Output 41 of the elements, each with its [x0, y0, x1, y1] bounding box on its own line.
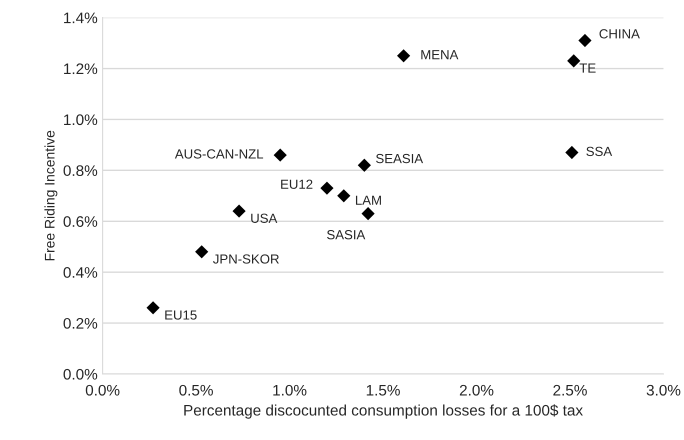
point	[397, 49, 410, 62]
annotation: SASIA	[327, 230, 366, 240]
x-tick-label: 0.0%	[86, 384, 120, 396]
x-axis-title: Percentage discocunted consumption losses for a 100$ tax	[184, 404, 583, 419]
y-tick-label: 0.0%	[64, 368, 98, 380]
point	[358, 158, 371, 172]
y-tick-label: 1.0%	[64, 114, 98, 126]
point	[578, 34, 592, 48]
x-tick-label: 2.0%	[460, 384, 494, 396]
annotation: SEASIA	[376, 154, 424, 164]
y-tick-label: 1.2%	[64, 63, 98, 74]
point	[195, 245, 208, 258]
point	[232, 204, 246, 218]
annotation: USA	[251, 214, 278, 223]
x-tick-label: 2.5%	[553, 384, 587, 396]
annotation: EU12	[281, 180, 312, 189]
y-tick-label: 0.2%	[64, 318, 98, 329]
x-tick-label: 1.0%	[273, 384, 306, 396]
annotation: TE	[580, 64, 596, 73]
point	[361, 207, 375, 220]
annotation: JPN-SKOR	[213, 254, 279, 264]
y-tick-label: 1.4%	[64, 12, 98, 24]
x-tick-label: 1.5%	[366, 384, 400, 396]
point	[146, 301, 160, 314]
point	[567, 54, 580, 68]
annotation: SSA	[586, 146, 612, 156]
annotation: MENA	[421, 50, 458, 60]
annotation: LAM	[356, 196, 381, 205]
annotation: AUS-CAN-NZL	[174, 149, 264, 159]
x-tick-label: 0.5%	[179, 384, 213, 396]
point	[337, 189, 350, 202]
point	[565, 146, 578, 160]
point	[320, 182, 334, 195]
y-axis-title: Free Riding Incentive	[44, 130, 58, 260]
y-tick-label: 0.4%	[64, 267, 98, 278]
annotation: EU15	[165, 310, 197, 320]
annotation: CHINA	[600, 29, 640, 38]
point	[274, 148, 287, 162]
x-tick-label: 3.0%	[646, 384, 680, 396]
y-tick-label: 0.8%	[64, 165, 98, 176]
y-tick-label: 0.6%	[64, 216, 98, 227]
